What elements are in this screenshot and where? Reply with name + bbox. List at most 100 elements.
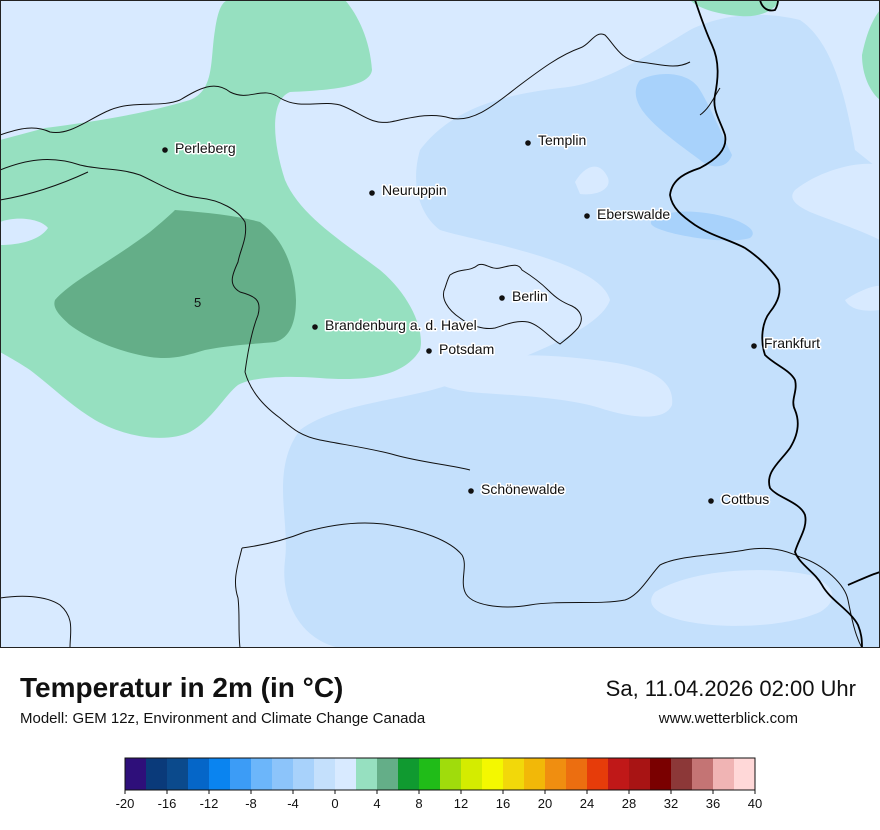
color-swatch <box>209 758 231 790</box>
color-swatch <box>482 758 504 790</box>
color-swatch <box>314 758 336 790</box>
city-marker <box>312 324 318 330</box>
city-marker <box>162 147 168 153</box>
temperature-field-2-4-north-east <box>690 0 780 17</box>
temperature-field-4-6-west <box>54 210 296 359</box>
website-link[interactable]: www.wetterblick.com <box>658 710 798 727</box>
color-swatch <box>503 758 525 790</box>
city-label-schoenewalde: Schönewalde <box>481 481 565 497</box>
state-borders <box>0 33 863 648</box>
color-swatch <box>692 758 714 790</box>
scale-tick-label: -12 <box>200 796 219 811</box>
scale-tick-label: 24 <box>580 796 594 811</box>
city-marker <box>751 343 757 349</box>
temperature-field-west-notch <box>0 218 48 245</box>
scale-tick-label: 12 <box>454 796 468 811</box>
color-swatch <box>524 758 546 790</box>
color-swatch <box>251 758 273 790</box>
city-eberswalde[interactable]: Eberswalde <box>584 205 672 224</box>
city-label-cottbus: Cottbus <box>721 491 769 507</box>
city-marker <box>468 488 474 494</box>
city-label-templin: Templin <box>538 132 586 148</box>
color-swatch <box>125 758 147 790</box>
city-brandenburg[interactable]: Brandenburg a. d. Havel <box>312 316 478 335</box>
temperature-map[interactable]: 5 Perleberg Templin Neuruppin Eberswalde… <box>0 0 880 648</box>
temperature-field-island-2 <box>575 166 609 195</box>
city-marker <box>499 295 505 301</box>
color-swatch <box>230 758 252 790</box>
temperature-field-minus-2-0-east <box>283 14 880 648</box>
city-marker <box>426 348 432 354</box>
city-berlin[interactable]: Berlin <box>499 287 549 306</box>
color-swatch <box>545 758 567 790</box>
city-frankfurt[interactable]: Frankfurt <box>751 334 822 353</box>
scale-tick-label: -4 <box>287 796 299 811</box>
scale-tick-label: 36 <box>706 796 720 811</box>
color-swatch <box>356 758 378 790</box>
scale-tick-label: 4 <box>373 796 380 811</box>
forecast-datetime: Sa, 11.04.2026 02:00 Uhr <box>605 676 856 701</box>
scale-tick-label: 28 <box>622 796 636 811</box>
temperature-field-minus-4-2-north <box>635 74 732 167</box>
color-scale-swatches <box>124 757 756 791</box>
color-swatch <box>335 758 357 790</box>
color-swatch <box>272 758 294 790</box>
color-swatch <box>440 758 462 790</box>
scale-tick-label: 32 <box>664 796 678 811</box>
color-scale-ticks: -20 -16 -12 -8 -4 0 4 8 12 16 20 24 28 32 36 40 <box>116 790 762 811</box>
color-swatch <box>461 758 483 790</box>
contour-label: 5 <box>194 295 201 310</box>
temperature-color-scale: -20 -16 -12 -8 -4 0 4 8 12 16 20 24 28 32 36 40 <box>116 757 762 811</box>
map-canvas: 5 Perleberg Templin Neuruppin Eberswalde… <box>0 0 880 648</box>
color-swatch <box>671 758 693 790</box>
city-neuruppin[interactable]: Neuruppin <box>369 181 448 200</box>
color-swatch <box>650 758 672 790</box>
temperature-field-2-4-far-east <box>862 10 880 100</box>
color-swatch <box>146 758 168 790</box>
city-label-berlin: Berlin <box>512 288 548 304</box>
temperature-field-minus-4-2-east <box>650 211 753 241</box>
temperature-field-island-3 <box>651 570 833 626</box>
scale-tick-label: -20 <box>116 796 135 811</box>
city-marker <box>584 213 590 219</box>
city-label-brandenburg: Brandenburg a. d. Havel <box>325 317 477 333</box>
scale-tick-label: -16 <box>158 796 177 811</box>
color-scale-frame <box>124 757 756 791</box>
color-swatch <box>629 758 651 790</box>
map-title: Temperatur in 2m (in °C) <box>20 672 344 703</box>
color-swatch <box>419 758 441 790</box>
city-marker <box>525 140 531 146</box>
temperature-field-island-4 <box>792 163 880 240</box>
scale-tick-label: 8 <box>415 796 422 811</box>
scale-tick-label: 20 <box>538 796 552 811</box>
color-swatch <box>566 758 588 790</box>
color-swatch <box>398 758 420 790</box>
color-swatch <box>188 758 210 790</box>
color-swatch <box>608 758 630 790</box>
scale-tick-label: -8 <box>245 796 257 811</box>
city-schoenewalde[interactable]: Schönewalde <box>468 480 567 499</box>
city-perleberg[interactable]: Perleberg <box>162 139 237 158</box>
city-cottbus[interactable]: Cottbus <box>708 490 771 509</box>
city-label-neuruppin: Neuruppin <box>382 182 447 198</box>
scale-tick-label: 16 <box>496 796 510 811</box>
temperature-field-island-5 <box>845 285 880 311</box>
national-border <box>669 0 880 648</box>
city-label-frankfurt: Frankfurt <box>764 335 820 351</box>
color-swatch <box>377 758 399 790</box>
map-footer: Temperatur in 2m (in °C) Modell: GEM 12z… <box>0 648 880 830</box>
city-marker <box>369 190 375 196</box>
scale-tick-label: 0 <box>331 796 338 811</box>
color-swatch <box>734 758 756 790</box>
color-swatch <box>293 758 315 790</box>
scale-tick-label: 40 <box>748 796 762 811</box>
city-label-perleberg: Perleberg <box>175 140 236 156</box>
city-potsdam[interactable]: Potsdam <box>426 340 496 359</box>
model-info: Modell: GEM 12z, Environment and Climate… <box>20 710 426 727</box>
temperature-field-island-1 <box>427 355 673 417</box>
city-label-eberswalde: Eberswalde <box>597 206 670 222</box>
city-label-potsdam: Potsdam <box>439 341 494 357</box>
color-swatch <box>167 758 189 790</box>
city-templin[interactable]: Templin <box>525 131 588 150</box>
city-marker <box>708 498 714 504</box>
